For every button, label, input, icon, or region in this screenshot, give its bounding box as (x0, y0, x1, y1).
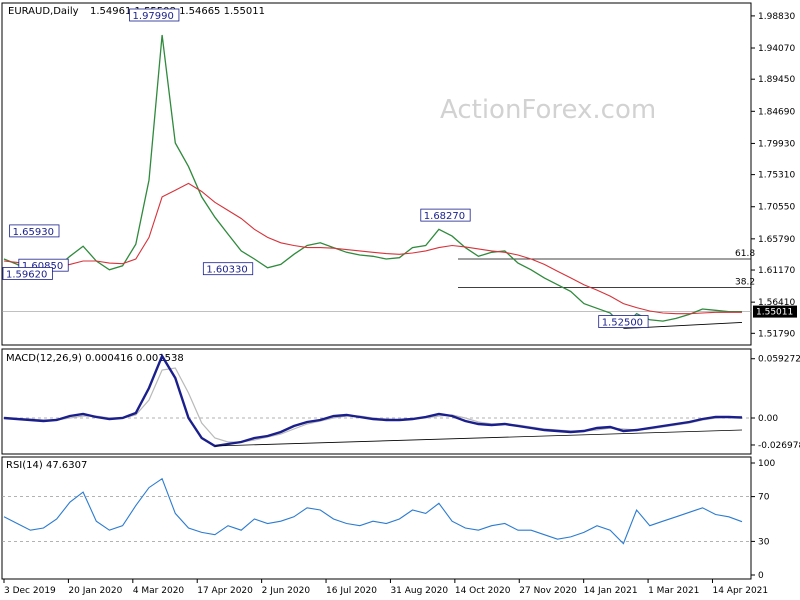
rsi-panel (1, 456, 752, 580)
x-tick-label: 31 Aug 2020 (390, 586, 448, 596)
x-tick-label: 27 Nov 2020 (519, 586, 577, 596)
x-tick-label: 14 Apr 2021 (712, 586, 768, 596)
rsi-tick-label: 70 (758, 493, 770, 503)
macd-panel-title: MACD(12,26,9) 0.000416 0.001538 (6, 353, 184, 364)
date-x-axis: 3 Dec 2019 20 Jan 2020 4 Mar 2020 17 Apr 20… (3, 579, 768, 596)
macd-line (3, 353, 743, 448)
rsi-panel-title: RSI(14) 47.6307 (6, 460, 87, 471)
price-label-text: 1.60850 (22, 261, 63, 272)
price-tick-label: 1.51790 (758, 329, 795, 339)
price-label-box (420, 208, 471, 222)
price-tick-label: 1.70550 (758, 203, 795, 213)
price-tick-label: 1.65790 (758, 235, 795, 245)
price-label-box (9, 224, 60, 238)
x-tick-label: 14 Oct 2020 (455, 586, 511, 596)
x-tick-label: 4 Mar 2020 (133, 586, 185, 596)
price-tick-label: 1.61170 (758, 266, 795, 276)
price-label-text: 1.65930 (13, 227, 54, 238)
x-tick-label: 20 Jan 2020 (68, 586, 122, 596)
price-tick-label: 1.75310 (758, 171, 795, 181)
price-tick-label: 1.94070 (758, 44, 795, 54)
macd-trendline (214, 429, 743, 447)
x-tick-label: 1 Mar 2021 (648, 586, 699, 596)
price-label-box (2, 267, 53, 280)
fib-level-label: 38.2 (735, 277, 755, 287)
rsi-tick-label: 100 (758, 459, 775, 469)
fib-level-label: 61.8 (735, 249, 755, 259)
price-label-text: 1.59620 (6, 269, 47, 280)
x-tick-label: 17 Apr 2020 (197, 586, 253, 596)
moving-average-line (3, 182, 742, 315)
price-label-box (202, 262, 254, 276)
price-label-text: 1.97990 (133, 11, 174, 22)
rsi-plot (2, 477, 751, 545)
price-label-text: 1.68270 (424, 211, 465, 222)
watermark: ActionForex.com (440, 95, 656, 125)
rsi-line (3, 477, 743, 545)
macd-plot (2, 353, 751, 448)
macd-tick-label: 0.059272 (758, 355, 800, 365)
x-tick-label: 16 Jul 2020 (326, 586, 377, 596)
macd-panel (1, 348, 752, 455)
rsi-tick-label: 30 (758, 537, 770, 547)
price-tick-label: 1.89450 (758, 75, 795, 85)
rsi-y-axis: 100 70 30 0 (751, 459, 775, 581)
macd-y-axis: 0.059272 0.00 -0.026978 (751, 355, 800, 451)
macd-tick-label: -0.026978 (758, 441, 800, 451)
x-tick-label: 2 Jun 2020 (262, 586, 311, 596)
price-panel-title: EURAUD,Daily (8, 6, 79, 17)
current-price-box (753, 305, 797, 318)
price-tick-label: 1.56410 (758, 298, 795, 308)
price-label-box (129, 8, 180, 22)
rsi-tick-label: 0 (758, 571, 764, 581)
macd-tick-label: 0.00 (758, 414, 778, 424)
x-tick-label: 14 Jan 2021 (584, 586, 638, 596)
price-tick-label: 1.84690 (758, 107, 795, 117)
price-y-axis: 1.98830 1.94070 1.89450 1.84690 1.79930 1.753… (751, 12, 797, 339)
price-label-box (598, 315, 649, 328)
price-label-text: 1.60330 (206, 265, 247, 276)
price-panel (1, 2, 752, 346)
current-price-label: 1.55011 (756, 308, 793, 318)
price-tick-label: 1.98830 (758, 12, 795, 22)
x-tick-label: 3 Dec 2019 (4, 586, 56, 596)
price-tick-label: 1.79930 (758, 139, 795, 149)
price-label-text: 1.52500 (602, 318, 643, 329)
